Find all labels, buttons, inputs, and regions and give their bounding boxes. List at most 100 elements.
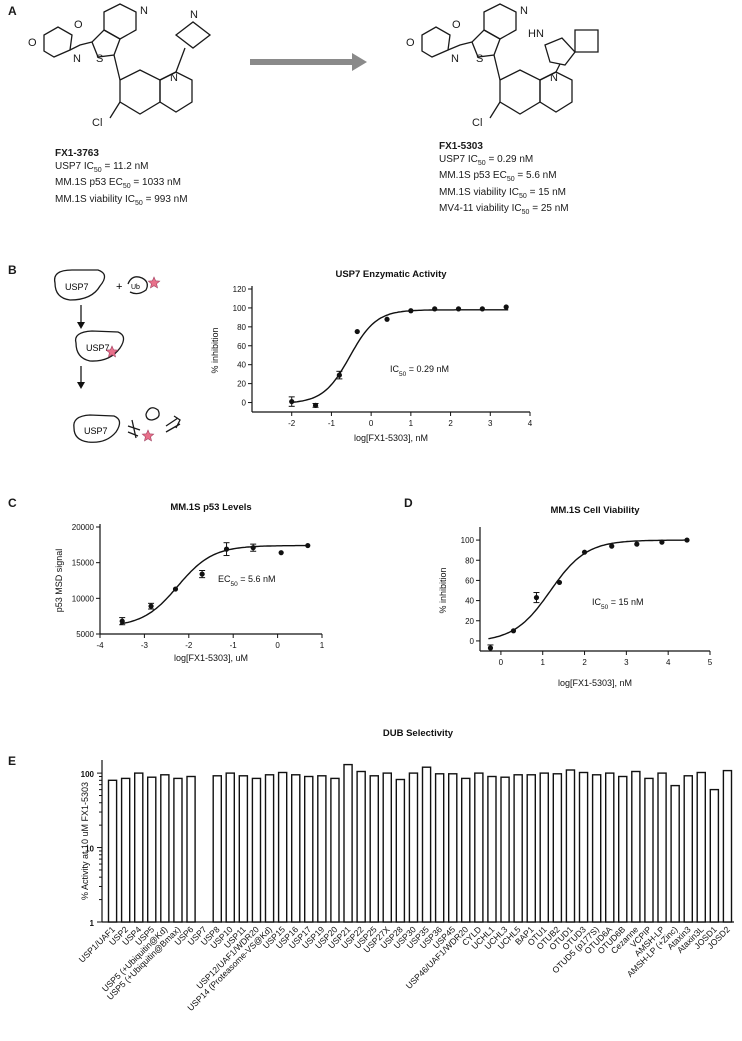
bar (631, 770, 641, 923)
data-point (432, 306, 438, 312)
y-tick-label: 15000 (72, 559, 95, 568)
bar (683, 775, 694, 923)
y-tick-label: 80 (465, 556, 474, 565)
bar (291, 774, 301, 923)
atom-n-label: N (451, 53, 459, 65)
bar (552, 773, 563, 923)
bar (160, 774, 170, 923)
compound2-line: MM.1S p53 EC50 = 5.6 nM (439, 170, 557, 183)
data-point (455, 306, 462, 312)
data-point (148, 603, 154, 609)
atom-n-label: N (73, 53, 81, 65)
release-arrows (165, 415, 181, 433)
compound2-line: USP7 IC50 = 0.29 nM (439, 153, 534, 167)
bar (461, 777, 471, 923)
data-point (305, 542, 311, 549)
y-tick-label: 60 (465, 576, 474, 585)
pyridine-ring (483, 3, 517, 40)
x-tick-label: 0 (275, 641, 280, 650)
bar (317, 775, 327, 923)
pyridine-ring (103, 3, 137, 40)
data-point (278, 550, 284, 556)
bar (238, 775, 249, 923)
bar (605, 772, 615, 923)
succinimide-ring (43, 26, 73, 58)
bar (304, 775, 314, 923)
bar (487, 775, 497, 923)
ub-label: Ub (131, 284, 140, 291)
data-point (503, 304, 509, 310)
compound1-line: USP7 IC50 = 11.2 nM (55, 160, 149, 174)
data-point (479, 306, 485, 312)
bar (474, 772, 484, 923)
ubiquitin-substrate-shape (127, 276, 148, 295)
atom-s-label: S (96, 53, 103, 65)
compound2-line: MV4-11 viability IC50 = 25 nM (439, 203, 569, 216)
bar (526, 774, 537, 923)
atom-s-label: S (476, 53, 483, 65)
data-point (384, 316, 390, 322)
y-axis-label: p53 MSD signal (54, 549, 64, 613)
usp7-label: USP7 (65, 282, 89, 292)
benzo-ring (499, 69, 541, 115)
chart-b: USP7 Enzymatic Activity020406080100120-2… (210, 269, 533, 443)
cleavage-lines (127, 419, 141, 439)
data-point (634, 541, 640, 547)
fit-annotation: IC50 = 0.29 nM (390, 364, 449, 378)
atom-o-label: O (406, 37, 415, 49)
compound2-properties: FX1-5303 USP7 IC50 = 0.29 nM MM.1S p53 E… (439, 141, 569, 220)
usp7-label: USP7 (84, 426, 108, 436)
compound1-line: MM.1S viability IC50 = 993 nM (55, 193, 188, 207)
bar (356, 770, 366, 923)
atom-o-label: O (452, 19, 461, 31)
y-tick-label: 10000 (72, 594, 95, 603)
bar (500, 776, 510, 923)
x-axis-label: log[FX1-5303], uM (174, 653, 248, 663)
thiophene-ring (471, 29, 501, 58)
fluorophore-star-icon (105, 345, 119, 358)
bar (513, 774, 523, 923)
data-point (289, 398, 295, 405)
structure-fx1-5303: N O O S N N HN Cl (406, 3, 599, 129)
data-point (684, 537, 690, 543)
fit-curve (289, 309, 509, 404)
bar (343, 763, 353, 923)
x-tick-label: 3 (488, 419, 493, 428)
plus-sign: + (116, 281, 122, 293)
data-point (223, 546, 230, 552)
usp7-enzyme-shape (74, 330, 125, 362)
panel-label-b: B (8, 263, 17, 277)
bar (670, 784, 680, 923)
data-point (581, 549, 588, 555)
data-point (408, 308, 414, 314)
structure-fx1-3763: N O O S N N N Cl (28, 3, 212, 129)
y-tick-label: 10 (85, 845, 94, 854)
data-point (487, 645, 494, 651)
x-tick-label: 4 (528, 419, 533, 428)
x-tick-label: 1 (409, 419, 414, 428)
y-tick-label: 0 (242, 399, 247, 408)
chart-title: DUB Selectivity (383, 728, 454, 739)
y-tick-label: 60 (237, 342, 246, 351)
fit-annotation: IC50 = 15 nM (592, 597, 644, 611)
y-tick-label: 20 (237, 380, 246, 389)
bar (251, 777, 262, 923)
x-tick-label: -2 (288, 419, 296, 428)
chart-e: DUB Selectivity 1 10 100 % Activity at 10 uM… (77, 728, 734, 1013)
atom-o-label: O (74, 19, 83, 31)
bar (565, 769, 576, 923)
y-axis-label: % Activity at 10 uM FX1-5303 (80, 782, 90, 900)
bar (618, 775, 628, 923)
bar (369, 775, 380, 923)
fit-annotation: EC50 = 5.6 nM (218, 574, 276, 588)
bar (421, 766, 432, 923)
optimization-arrow (250, 53, 367, 71)
usp7-label: USP7 (86, 343, 110, 353)
fluorophore-star-icon (141, 429, 155, 442)
thiophene-ring (91, 29, 121, 58)
bar (146, 776, 157, 923)
atom-n-label: N (140, 5, 148, 17)
x-tick-label: -2 (185, 641, 193, 650)
x-tick-label: -3 (141, 641, 149, 650)
